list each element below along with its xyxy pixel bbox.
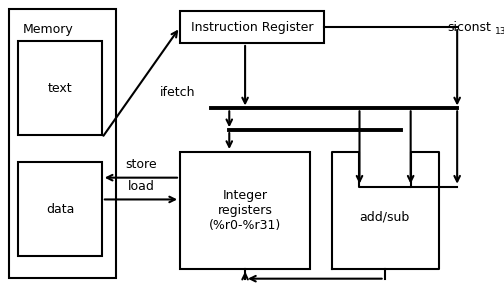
Text: store: store (125, 158, 157, 171)
Bar (18, 41, 102, 135)
Bar (18, 162, 102, 256)
Text: data: data (46, 203, 74, 216)
Bar (180, 11, 324, 43)
Text: Memory: Memory (23, 23, 73, 36)
Bar (9, 9, 116, 278)
Bar (180, 152, 310, 269)
Polygon shape (332, 152, 438, 269)
Text: text: text (48, 82, 72, 95)
Text: 13: 13 (495, 27, 504, 36)
Text: ifetch: ifetch (159, 86, 195, 99)
Text: Instruction Register: Instruction Register (192, 21, 314, 34)
Text: Integer
registers
(%r0-%r31): Integer registers (%r0-%r31) (209, 189, 281, 232)
Text: add/sub: add/sub (359, 211, 410, 224)
Text: siconst: siconst (447, 21, 491, 34)
Text: load: load (128, 180, 154, 193)
